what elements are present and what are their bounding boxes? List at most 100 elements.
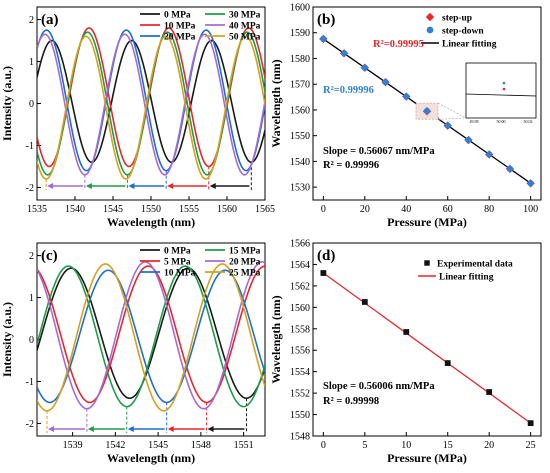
data-point: [423, 107, 431, 115]
y-tick-label: -2: [26, 419, 34, 430]
y-axis-label: Wavelength (nm): [269, 59, 283, 147]
y-tick-label: 1560: [290, 303, 310, 314]
x-tick-label: 10: [401, 440, 411, 451]
legend-entry: 40 MPa: [229, 22, 261, 32]
x-tick-label: 1555: [179, 204, 199, 215]
panel-0: 1535 1540 1545 1550 1555 1560 1565 -2 -1 0 1 2 Wavel…: [0, 6, 275, 229]
slope-annotation: Slope = 0.56006 nm/MPa: [323, 381, 435, 392]
x-tick-label: 1540: [65, 204, 85, 215]
shift-arrowhead: [127, 426, 134, 432]
shift-arrowhead: [87, 426, 94, 432]
inset-tick-label: 50.00: [497, 119, 506, 124]
x-tick-label: 1560: [217, 204, 237, 215]
y-tick-label: 2: [29, 251, 34, 262]
legend-entry: Experimental data: [437, 260, 513, 270]
data-point: [361, 299, 368, 305]
series-line-0-mpa: [37, 39, 265, 164]
x-axis-label: Pressure (MPa): [387, 215, 467, 229]
y-tick-label: 1548: [290, 432, 310, 443]
x-tick-label: 1550: [141, 204, 161, 215]
inset-point: [502, 87, 506, 91]
x-tick-label: 1542: [105, 440, 125, 451]
panel-3: 0 5 10 15 20 25 1548 1550 1552 1554 1556 1558 1560 15…: [269, 239, 542, 465]
x-tick-label: 0: [321, 440, 326, 451]
series-group: [37, 27, 265, 190]
plot-frame: [312, 242, 542, 437]
zoom-connector: [437, 102, 467, 119]
data-point: [361, 64, 368, 71]
inset-fit-line: [465, 93, 537, 97]
data-point: [506, 165, 514, 173]
legend-entry: 5 MPa: [164, 258, 191, 268]
y-axis-label: Wavelength (nm): [269, 295, 283, 383]
x-tick-label: 1545: [103, 204, 123, 215]
legend-entry: Linear fitting: [439, 273, 494, 283]
y-tick-label: 2: [29, 15, 34, 26]
y-tick-label: 1570: [290, 80, 310, 91]
panel-label: (b): [317, 12, 335, 28]
series-line-40-mpa: [37, 33, 265, 176]
y-tick-label: 0: [29, 335, 34, 346]
x-tick-label: 25: [526, 440, 536, 451]
x-tick-label: 40: [401, 204, 411, 215]
data-point: [465, 136, 472, 144]
data-point: [486, 389, 493, 395]
y-tick-label: 1554: [290, 367, 310, 378]
r2-step-down-label: R²=0.99996: [323, 85, 374, 96]
zoom-connector: [437, 117, 467, 120]
y-tick-label: 1530: [290, 183, 310, 194]
legend-entry: step-down: [442, 27, 484, 37]
y-tick-label: 1558: [290, 324, 310, 335]
shift-arrowhead: [209, 183, 216, 189]
y-tick-label: 1550: [290, 410, 310, 421]
data-point: [426, 26, 434, 34]
y-axis-label: Intensity (a.u.): [0, 66, 14, 141]
data-point: [320, 35, 327, 43]
legend-entry: 10 MPa: [164, 22, 196, 32]
x-tick-label: 0: [321, 204, 326, 215]
r2-annotation: R² = 0.99996: [323, 160, 379, 171]
inset-tick-label: 49.98: [470, 119, 479, 124]
x-tick-label: 60: [443, 204, 453, 215]
series-line-30-mpa: [37, 31, 265, 176]
y-tick-label: 1552: [290, 389, 310, 400]
inset: 49.98 50.00 50.02: [465, 62, 537, 124]
y-tick-label: -2: [26, 183, 34, 194]
data-point: [424, 260, 430, 266]
legend: Experimental data Linear fitting: [418, 260, 513, 283]
legend-entry: step-up: [442, 14, 472, 24]
x-tick-label: 20: [360, 204, 370, 215]
panel-2: 1539 1542 1545 1548 1551 -2 -1 0 1 2 Wavelength (n…: [0, 242, 266, 465]
shift-arrowhead: [167, 426, 174, 432]
y-tick-label: 1590: [290, 28, 310, 39]
data-point: [320, 270, 327, 276]
x-tick-label: 20: [484, 440, 494, 451]
data-point: [527, 180, 534, 187]
inset-point: [502, 81, 506, 85]
shift-arrowhead: [85, 183, 92, 189]
legend-entry: 30 MPa: [229, 11, 261, 21]
data-point: [382, 78, 389, 86]
legend-entry: 15 MPa: [229, 247, 261, 257]
legend-entry: Linear fitting: [442, 40, 497, 50]
series-group: [37, 261, 265, 433]
y-tick-label: 1580: [290, 54, 310, 65]
plot-frame: [312, 6, 542, 201]
x-tick-label: 5: [362, 440, 367, 451]
shift-arrowhead: [47, 426, 54, 432]
y-tick-label: 1566: [290, 239, 310, 250]
data-point: [527, 420, 534, 427]
series-line-5-mpa: [37, 265, 265, 404]
data-point: [486, 151, 493, 158]
x-tick-label: 15: [443, 440, 453, 451]
x-tick-label: 80: [484, 204, 494, 215]
x-axis-label: Pressure (MPa): [387, 451, 467, 465]
r2-step-up-label: R²=0.99995: [373, 39, 424, 50]
slope-annotation: Slope = 0.56067 nm/MPa: [323, 146, 435, 157]
x-tick-label: 1551: [234, 440, 254, 451]
legend: step-up step-down Linear fitting: [421, 12, 497, 50]
series-line-50-mpa: [37, 35, 265, 180]
panel-label: (c): [41, 248, 58, 264]
